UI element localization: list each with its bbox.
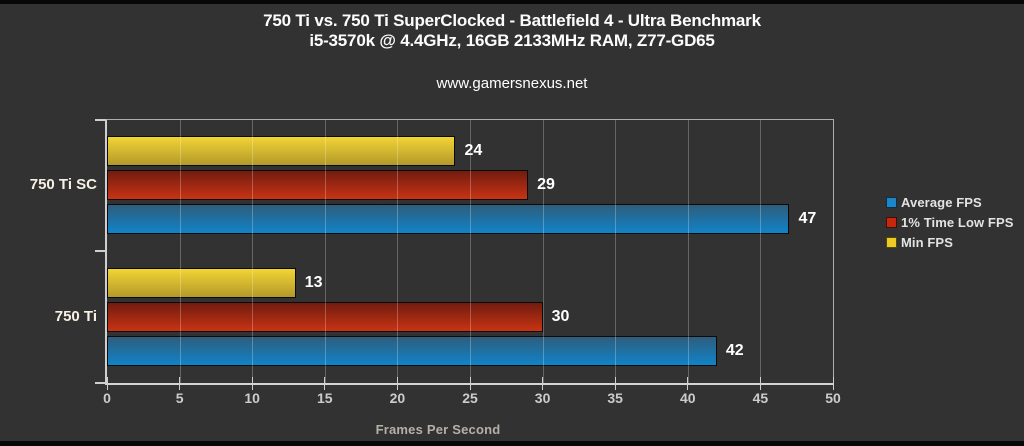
value-label-750-ti-sc-min-fps: 24: [464, 142, 483, 159]
gridline-20: [397, 120, 399, 383]
bar-750-ti-min-fps: [107, 268, 296, 298]
category-label-750-ti: 750 Ti: [54, 308, 97, 325]
x-tick-25: [469, 377, 471, 390]
x-tick-label-50: 50: [825, 390, 841, 406]
value-label-750-ti-1-time-low-fps: 30: [551, 308, 570, 325]
watermark-url: www.gamersnexus.net: [436, 75, 588, 92]
legend: Average FPS 1% Time Low FPS Min FPS: [886, 195, 1014, 256]
gridline-5: [179, 120, 181, 383]
gridline-40: [687, 120, 689, 383]
x-tick-5: [179, 377, 181, 390]
legend-item-average-fps: Average FPS: [886, 195, 1014, 210]
x-tick-10: [251, 377, 253, 390]
category-label-750-ti-sc: 750 Ti SC: [29, 176, 97, 193]
chart-title: 750 Ti vs. 750 Ti SuperClocked - Battlef…: [263, 11, 761, 30]
value-label-750-ti-sc-average-fps: 47: [798, 210, 817, 227]
bar-750-ti-1-time-low-fps: [107, 302, 543, 332]
x-tick-label-20: 20: [389, 390, 406, 406]
value-label-750-ti-min-fps: 13: [304, 274, 323, 291]
x-tick-label-40: 40: [680, 390, 696, 406]
y-tick-1: [95, 250, 105, 252]
bottom-border-strip: [0, 441, 1024, 446]
bar-750-ti-average-fps: [107, 336, 717, 366]
legend-swatch-average-fps: [886, 197, 897, 208]
x-tick-15: [324, 377, 326, 390]
x-tick-20: [396, 377, 398, 390]
x-tick-label-10: 10: [244, 390, 260, 406]
x-tick-label-5: 5: [175, 390, 184, 406]
y-tick-2: [95, 382, 105, 384]
bar-750-ti-sc-1-time-low-fps: [107, 170, 529, 200]
x-tick-label-45: 45: [752, 390, 769, 406]
legend-label: 1% Time Low FPS: [901, 215, 1014, 230]
gridline-45: [760, 120, 762, 383]
y-tick-0: [95, 119, 105, 121]
x-tick-label-15: 15: [317, 390, 333, 406]
legend-item-1pct-low-fps: 1% Time Low FPS: [886, 215, 1014, 230]
x-tick-35: [614, 377, 616, 390]
bar-750-ti-sc-average-fps: [107, 204, 790, 234]
x-tick-label-30: 30: [534, 390, 551, 406]
x-tick-50: [832, 377, 834, 390]
legend-label: Average FPS: [901, 195, 982, 210]
value-label-750-ti-average-fps: 42: [725, 342, 744, 359]
x-tick-40: [687, 377, 689, 390]
legend-swatch-min-fps: [886, 237, 897, 248]
title-block: 750 Ti vs. 750 Ti SuperClocked - Battlef…: [0, 11, 1024, 51]
x-tick-label-0: 0: [103, 390, 111, 406]
value-label-750-ti-sc-1-time-low-fps: 29: [537, 176, 555, 193]
legend-item-min-fps: Min FPS: [886, 235, 1014, 250]
x-tick-label-35: 35: [607, 390, 623, 406]
gridline-35: [615, 120, 617, 383]
x-tick-label-25: 25: [462, 390, 478, 406]
x-tick-45: [759, 377, 761, 390]
chart-subtitle: i5-3570k @ 4.4GHz, 16GB 2133MHz RAM, Z77…: [309, 31, 715, 50]
legend-label: Min FPS: [901, 235, 953, 250]
gridline-15: [324, 120, 326, 383]
x-tick-0: [106, 377, 108, 390]
x-axis-title: Frames Per Second: [375, 422, 501, 437]
bar-750-ti-sc-min-fps: [107, 136, 456, 166]
plot-area: 24 29 47 13 30 42: [95, 119, 834, 390]
top-border-strip: [0, 0, 1024, 4]
gridline-30: [542, 120, 544, 383]
gridline-10: [252, 120, 254, 383]
legend-swatch-1pct-low-fps: [886, 217, 897, 228]
x-tick-30: [542, 377, 544, 390]
gridline-25: [470, 120, 471, 383]
